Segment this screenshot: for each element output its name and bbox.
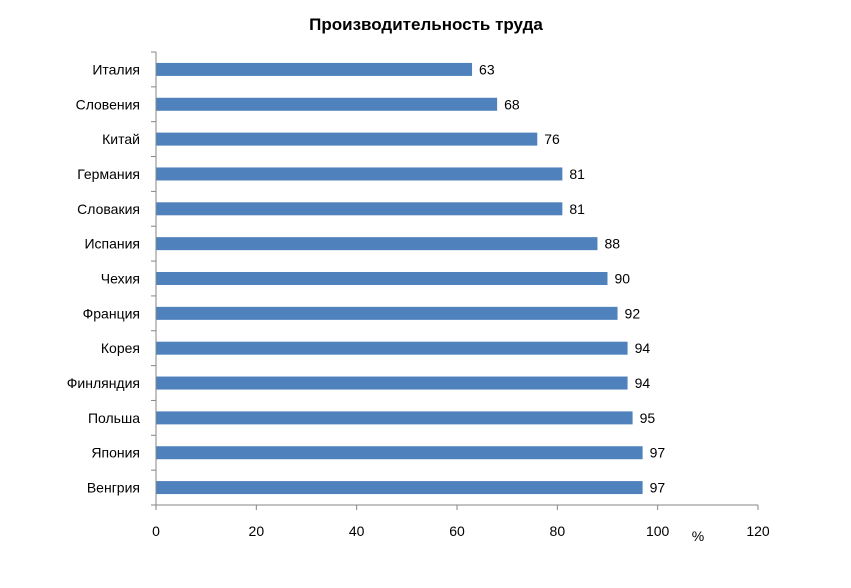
category-label: Польша bbox=[88, 410, 140, 426]
data-label: 95 bbox=[640, 410, 656, 426]
data-label: 97 bbox=[650, 445, 666, 461]
category-label: Испания bbox=[84, 236, 140, 252]
data-label: 76 bbox=[544, 131, 560, 147]
data-label: 81 bbox=[569, 201, 585, 217]
category-label: Франция bbox=[83, 305, 140, 321]
category-label: Словения bbox=[76, 96, 140, 112]
bar-5 bbox=[156, 202, 563, 216]
x-tick-label: 20 bbox=[249, 523, 265, 539]
bar-11 bbox=[156, 411, 633, 425]
x-tick-label: 60 bbox=[449, 523, 465, 539]
data-label: 92 bbox=[625, 305, 641, 321]
data-label: 68 bbox=[504, 96, 520, 112]
x-tick-label: 100 bbox=[646, 523, 670, 539]
x-axis-unit-label: % bbox=[692, 528, 704, 544]
bar-4 bbox=[156, 167, 563, 181]
bar-9 bbox=[156, 341, 628, 355]
bar-7 bbox=[156, 272, 608, 285]
bar-8 bbox=[156, 306, 618, 320]
x-tick-label: 120 bbox=[746, 523, 770, 539]
bars-layer bbox=[156, 62, 643, 495]
bar-13 bbox=[156, 481, 643, 495]
labels-layer: Италия 63 Словения 68 Китай 76 Германия 81 Слова… bbox=[67, 61, 770, 539]
category-label: Словакия bbox=[77, 201, 140, 217]
bar-10 bbox=[156, 376, 628, 390]
category-label: Германия bbox=[77, 166, 140, 182]
category-label: Чехия bbox=[101, 271, 140, 287]
bar-1 bbox=[156, 62, 473, 76]
category-label: Италия bbox=[92, 61, 140, 77]
data-label: 90 bbox=[615, 271, 631, 287]
bar-3 bbox=[156, 132, 538, 146]
bar-6 bbox=[156, 237, 598, 251]
axes-layer bbox=[151, 51, 759, 510]
data-label: 94 bbox=[635, 375, 651, 391]
x-tick-label: 0 bbox=[152, 523, 160, 539]
data-label: 81 bbox=[569, 166, 585, 182]
x-tick-label: 40 bbox=[349, 523, 365, 539]
data-label: 97 bbox=[650, 480, 666, 496]
x-tick-label: 80 bbox=[550, 523, 566, 539]
category-label: Япония bbox=[91, 445, 140, 461]
category-label: Финляндия bbox=[67, 375, 140, 391]
chart-title: Производительность труда bbox=[309, 15, 543, 34]
category-label: Венгрия bbox=[87, 480, 140, 496]
category-label: Китай bbox=[102, 131, 140, 147]
data-label: 94 bbox=[635, 340, 651, 356]
bar-2 bbox=[156, 97, 498, 111]
category-label: Корея bbox=[101, 340, 140, 356]
data-label: 63 bbox=[479, 61, 495, 77]
bar-12 bbox=[156, 446, 643, 460]
data-label: 88 bbox=[604, 236, 620, 252]
